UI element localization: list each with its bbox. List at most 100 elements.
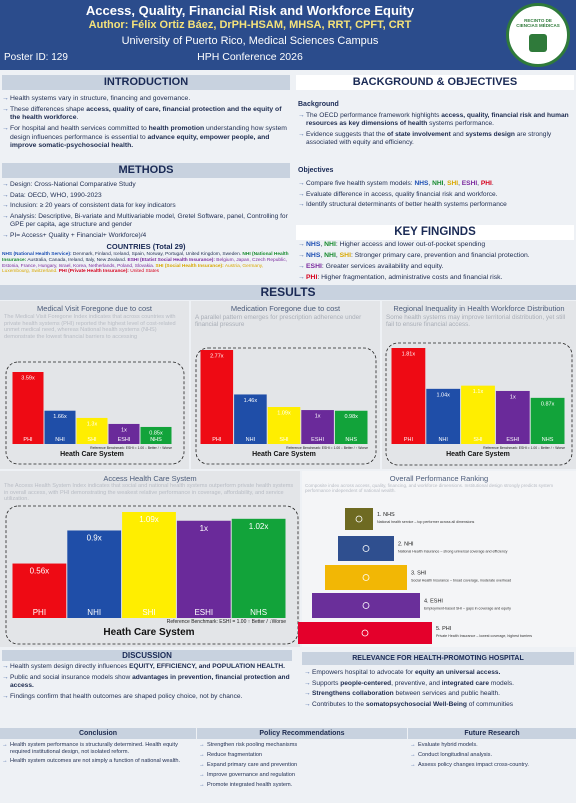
text-run: . (76, 114, 79, 122)
sub-heading: Objectives (298, 167, 334, 174)
text-run: NHI (324, 241, 336, 248)
text-run: PHI (480, 180, 492, 187)
bar-value-label: 2.77x (210, 354, 224, 360)
x-axis-label: Heath Care System (252, 451, 316, 458)
text-run: : Greater services availability and equi… (321, 263, 444, 270)
bar (334, 410, 368, 444)
section-heading: RELEVANCE FOR HEALTH-PROMOTING HOSPITAL (302, 652, 574, 665)
category-label: NHS (542, 437, 554, 443)
list-item: PI= Access+ Quality + Financial+ Workfor… (2, 232, 288, 240)
list-item: Supports people-centered, preventive, an… (304, 680, 574, 688)
bar-value-label: 1.09x (277, 411, 291, 417)
text-run: Compare five health system models: (306, 180, 415, 187)
chart-frame (195, 347, 377, 465)
text-run: : Higher fragmentation, administrative c… (317, 274, 503, 281)
level-description: Social Health Insurance – broad coverage… (411, 579, 511, 583)
bar (301, 410, 334, 444)
bar-value-label: 0.56x (30, 567, 50, 576)
category-label: NHS (345, 437, 357, 443)
chart-title: Access Health Care System (103, 474, 197, 483)
text-run: Health system design directly influences (10, 663, 130, 670)
policy: Policy Recommendations Strengthen risk p… (197, 728, 407, 803)
list-item: Empowers hospital to advocate for equity… (304, 669, 574, 677)
column-heading: Policy Recommendations (197, 728, 407, 739)
text-run: NHI (National Health Insurance: (2, 252, 289, 263)
logo-emblem (529, 34, 547, 52)
bar-value-label: 1x (315, 414, 321, 420)
level-icon (361, 629, 369, 637)
bar-value-label: 1.81x (402, 352, 416, 358)
chart-description: Some health systems may improve territor… (386, 314, 566, 329)
text-run: : Stronger primary care, prevention and … (350, 252, 530, 259)
author: Author: Félix Ortiz Báez, DrPH-HSAM, MHS… (88, 19, 412, 31)
list-item: Conduct longitudinal analysis. (410, 752, 574, 760)
text-run: systems performance. (427, 120, 495, 128)
section-heading: DISCUSSION (2, 650, 292, 661)
text-run: Supports (312, 679, 341, 687)
text-run: , (477, 180, 481, 187)
discussion-list: Health system design directly influences… (2, 663, 292, 703)
column-heading: Conclusion (0, 728, 196, 739)
list-item: For hospital and health services committ… (2, 125, 288, 150)
bar (140, 426, 172, 444)
text-run: , (320, 252, 325, 259)
chart-title: Overall Performance Ranking (389, 474, 489, 483)
text-run: ESHI (Etatist Social Health Insurance): (127, 257, 215, 263)
bar-value-label: 1.02x (249, 522, 269, 531)
list-item: Health system design directly influences… (2, 663, 292, 671)
text-run: , (320, 241, 325, 248)
category-label: PHI (404, 437, 414, 443)
pyramid-level (325, 565, 407, 590)
bar (200, 350, 234, 444)
list-item: Reduce fragmentation (199, 752, 405, 760)
list-item: Health systems vary in structure, financ… (2, 95, 288, 104)
text-run: Australia, Canada, Ireland, Italy, New Z… (26, 257, 128, 263)
level-description: Private Health Insurance – lowest covera… (436, 634, 532, 638)
level-icon (362, 545, 370, 552)
category-label: PHI (33, 608, 46, 617)
bar-value-label: 1.04x (436, 392, 450, 398)
category-label: NHI (55, 437, 65, 443)
section-heading: METHODS (2, 163, 290, 178)
text-run: somatopsychosocial Well-Being (365, 701, 467, 709)
category-label: NHI (246, 437, 256, 443)
text-run: health promotion (148, 125, 205, 133)
conclusion-list: Health system performance is structurall… (2, 742, 194, 767)
x-axis-label: Heath Care System (103, 627, 194, 638)
list-item: Health system outcomes are not simply a … (2, 758, 194, 765)
benchmark-note: Reference Benchmark: ESHI = 1.00 ↓ Bette… (286, 446, 368, 450)
text-run: NHS (National Health Service): (2, 252, 72, 257)
bar (267, 407, 301, 444)
text-run: Belgium, Japan, Czech Republic, Estonia,… (2, 257, 287, 269)
list-item: Strengthens collaboration between servic… (304, 690, 574, 698)
bar (108, 423, 140, 444)
pyramid-level (338, 536, 394, 561)
list-item: Findings confirm that health outcomes ar… (2, 693, 292, 701)
bar-value-label: 1x (200, 524, 208, 533)
text-run: advantages in prevention, financial prot… (10, 673, 290, 689)
bar-value-label: 1.46x (244, 398, 258, 404)
bar (461, 385, 495, 444)
level-icon (362, 602, 370, 609)
text-run: and (450, 130, 466, 138)
level-icon (362, 574, 370, 581)
objectives-list: Compare five health system models: NHS, … (298, 180, 572, 212)
text-run: These differences shape (10, 105, 87, 113)
x-axis-label: Heath Care System (446, 451, 510, 458)
text-run: NHI (432, 180, 444, 187)
list-item: Inclusion: ≥ 20 years of consistent data… (2, 202, 288, 210)
background-list: The OECD performance framework highlight… (298, 112, 572, 150)
list-item: Evidence suggests that the of state invo… (298, 131, 572, 147)
bar-value-label: 1.3x (87, 421, 98, 427)
level-description: Employment-based SHI – gaps in coverage … (424, 607, 511, 611)
list-item: Health system performance is structurall… (2, 742, 194, 756)
category-label: ESHI (118, 437, 131, 443)
future-list: Evaluate hybrid models. Conduct longitudi… (410, 742, 574, 772)
bar-value-label: 1x (121, 427, 127, 433)
text-run: understanding how system design influenc… (10, 125, 287, 141)
list-item: Assess policy changes impact cross-count… (410, 762, 574, 770)
category-label: NHS (150, 437, 162, 443)
bar (530, 397, 565, 444)
chart-description: A parallel pattern emerges for prescript… (195, 314, 362, 329)
text-run: NHI (324, 252, 336, 259)
